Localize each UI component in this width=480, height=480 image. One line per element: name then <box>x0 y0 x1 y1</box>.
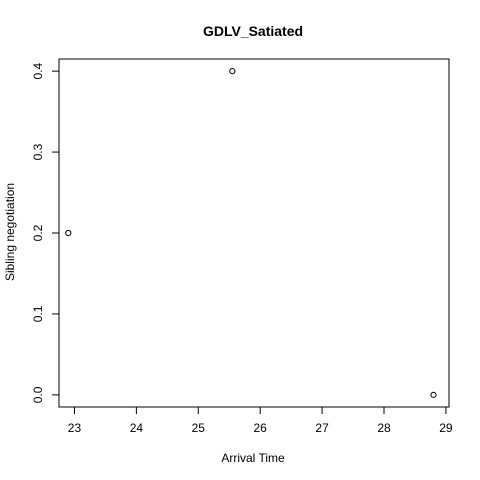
data-point-1 <box>229 68 236 75</box>
x-tick-label-1: 24 <box>130 421 144 435</box>
x-tick-label-2: 25 <box>192 421 206 435</box>
y-tick-label-2: 0.2 <box>31 224 45 241</box>
x-tick-label-5: 28 <box>377 421 391 435</box>
plot-frame <box>58 58 450 408</box>
y-tick-label-0: 0.0 <box>31 386 45 403</box>
x-tick-label-3: 26 <box>254 421 268 435</box>
x-axis-label: Arrival Time <box>221 451 285 465</box>
y-tick-label-3: 0.3 <box>31 143 45 160</box>
y-tick-label-4: 0.4 <box>31 62 45 79</box>
x-tick-label-6: 29 <box>439 421 453 435</box>
chart-title: GDLV_Satiated <box>203 23 303 39</box>
data-points <box>65 68 437 398</box>
y-axis-ticks: 0.0 0.1 0.2 0.3 0.4 <box>31 62 59 403</box>
data-point-2 <box>430 391 437 398</box>
x-tick-label-4: 27 <box>315 421 329 435</box>
y-axis-label: Sibling negotiation <box>3 183 17 281</box>
data-point-0 <box>65 229 72 237</box>
x-tick-label-0: 23 <box>68 421 82 435</box>
y-tick-label-1: 0.1 <box>31 305 45 322</box>
x-axis-ticks: 23 24 25 26 27 28 29 <box>68 407 453 435</box>
